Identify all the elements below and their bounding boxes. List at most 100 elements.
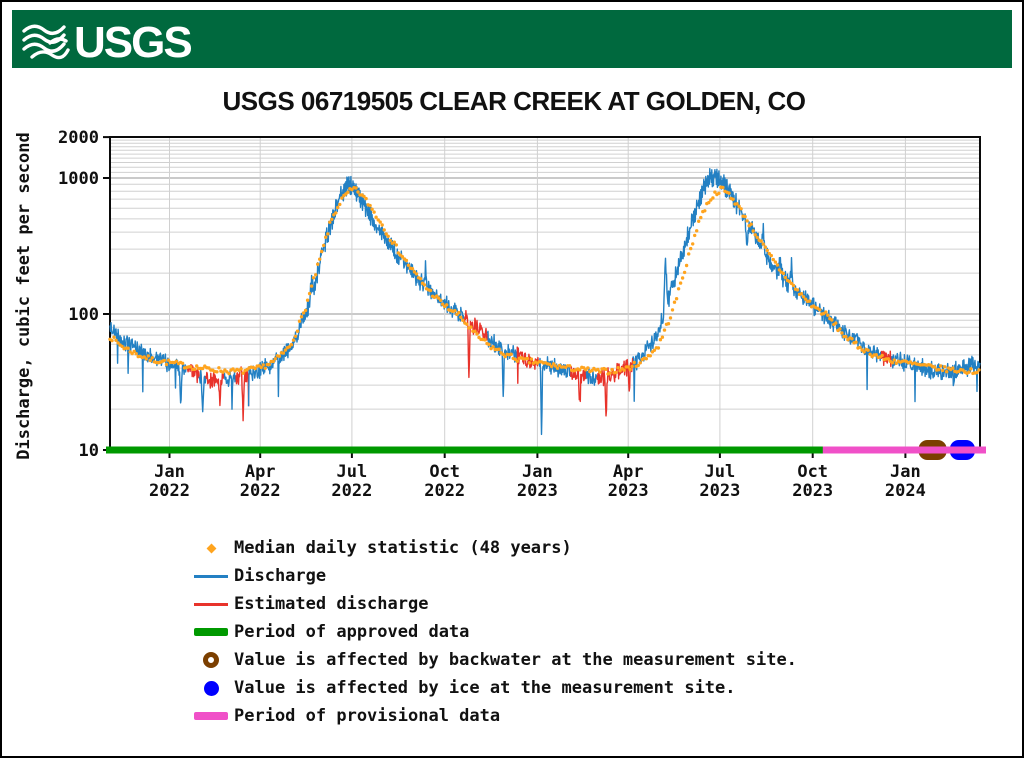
line-swatch [194, 602, 228, 606]
median-dot [221, 370, 225, 374]
median-dot [749, 222, 753, 226]
legend-item: Value is affected by ice at the measurem… [190, 674, 797, 702]
median-dot [874, 353, 878, 357]
median-dot [307, 291, 312, 296]
median-dot [761, 242, 765, 246]
median-dot [858, 345, 862, 350]
median-dot [555, 366, 560, 370]
median-dot [939, 364, 943, 368]
median-dot [469, 325, 473, 329]
median-dot [267, 362, 271, 367]
y-tick-label: 10 [79, 441, 99, 461]
median-dot [783, 275, 788, 280]
median-dot [759, 239, 763, 243]
x-tick-label-month: Jul [337, 462, 368, 482]
median-dot [765, 248, 769, 253]
median-dot [662, 328, 667, 332]
median-dot [880, 353, 884, 358]
x-tick-label-year: 2022 [149, 481, 190, 501]
legend-marker-box [190, 680, 232, 696]
median-dot [162, 358, 167, 363]
median-dot [380, 223, 384, 227]
legend-label: Estimated discharge [234, 594, 429, 614]
median-dot [945, 370, 949, 374]
legend-item: Period of approved data [190, 618, 797, 646]
discharge-line [109, 322, 188, 404]
median-dot [324, 235, 328, 239]
median-dot [648, 354, 652, 358]
median-dot [132, 349, 136, 353]
median-dot [404, 258, 409, 263]
median-dot [146, 354, 150, 358]
median-dot [148, 358, 152, 363]
median-dot [868, 352, 872, 356]
median-dot [166, 358, 171, 362]
median-dot [382, 228, 386, 232]
median-dot [717, 191, 721, 195]
median-dot [844, 335, 848, 339]
median-dot [684, 263, 689, 268]
median-dot [769, 253, 773, 258]
median-dot [775, 263, 780, 267]
median-dot [670, 308, 675, 312]
median-dot [491, 345, 495, 349]
median-dot [699, 215, 703, 220]
median-dot [303, 308, 308, 313]
x-tick-label-month: Oct [797, 462, 828, 482]
median-dot [795, 288, 800, 292]
x-tick-label-month: Oct [429, 462, 460, 482]
median-dot [483, 338, 487, 342]
median-dot [287, 345, 292, 349]
median-dot [660, 335, 665, 339]
median-dot [658, 338, 663, 342]
median-dot [362, 194, 366, 199]
median-dot [755, 235, 759, 240]
median-dot [328, 220, 332, 224]
median-dot [614, 370, 618, 375]
median-dot [283, 348, 288, 352]
median-dot [777, 268, 782, 272]
median-dot [336, 205, 340, 210]
median-dot [134, 352, 138, 356]
median-dot [439, 298, 443, 302]
median-dot [975, 370, 979, 375]
median-dot [293, 334, 298, 338]
median-dot [396, 251, 400, 255]
median-dot [188, 365, 193, 369]
median-dot [164, 362, 169, 367]
legend-item: Value is affected by backwater at the me… [190, 646, 797, 674]
median-dot [604, 367, 608, 371]
x-tick-label-month: Apr [613, 462, 644, 482]
median-dot [354, 186, 358, 190]
estimated-line [570, 366, 587, 403]
median-dot [394, 243, 398, 247]
median-dot [751, 229, 755, 233]
median-dot [711, 196, 715, 200]
x-tick-label-month: Jul [705, 462, 736, 482]
x-tick-label-year: 2023 [608, 481, 649, 501]
median-dot [941, 368, 945, 373]
median-dot [682, 270, 687, 275]
median-dot [130, 351, 134, 356]
median-dot [120, 344, 124, 349]
median-dot [830, 318, 834, 322]
median-dot [195, 364, 199, 368]
median-dot [356, 190, 360, 194]
median-dot [400, 255, 405, 259]
median-dot [977, 368, 981, 372]
usgs-wave-icon [22, 24, 70, 60]
bar-swatch [194, 712, 228, 720]
median-dot [289, 343, 294, 347]
discharge-line [198, 368, 207, 413]
median-dot [799, 292, 804, 296]
legend-label: Discharge [234, 566, 327, 586]
median-dot [461, 318, 465, 322]
legend-item: Period of provisional data [190, 702, 797, 730]
median-dot [392, 240, 396, 244]
x-tick-label-year: 2023 [699, 481, 740, 501]
median-dot [803, 297, 808, 301]
median-dot [616, 366, 620, 370]
median-dot [578, 368, 582, 372]
x-tick-label-year: 2022 [240, 481, 281, 501]
